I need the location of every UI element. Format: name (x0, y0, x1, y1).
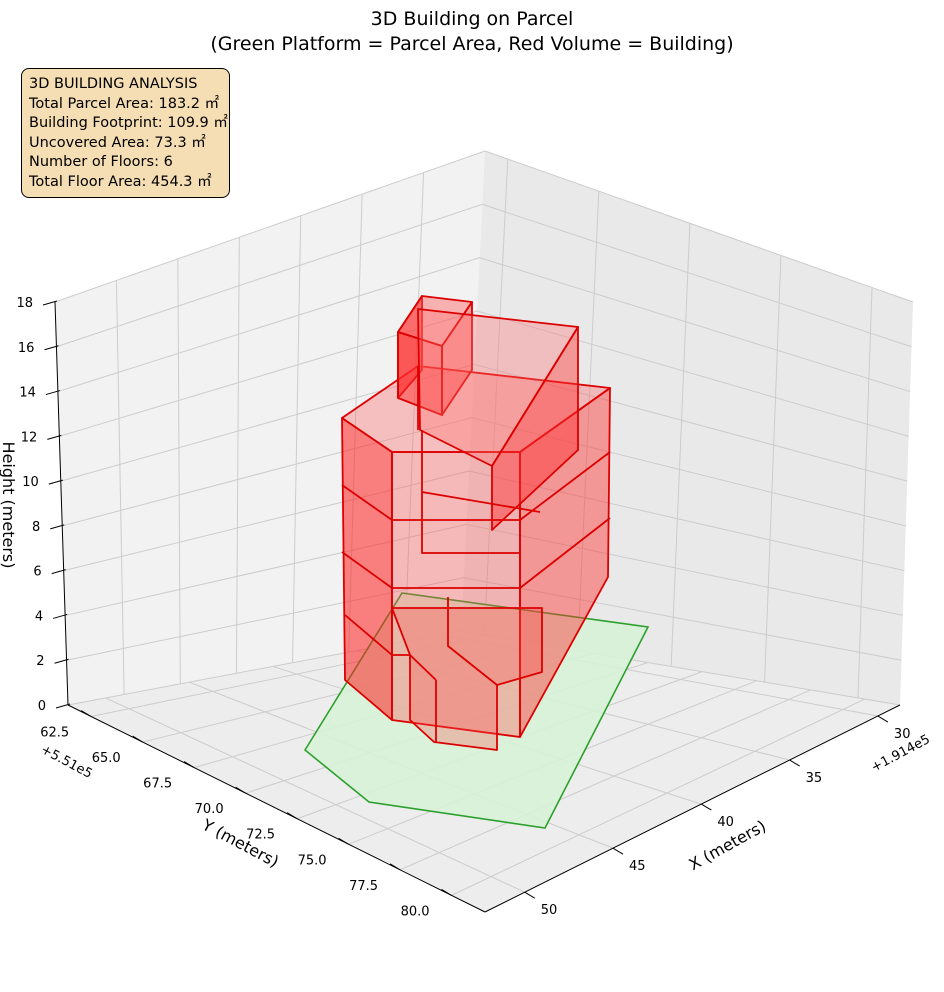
axis-line (54, 301, 69, 706)
x-tick-mark (789, 759, 800, 767)
z-grid-line (60, 363, 908, 482)
chart-subtitle: (Green Platform = Parcel Area, Red Volum… (210, 33, 733, 55)
x-grid-line (105, 697, 525, 893)
floor-line-2 (341, 517, 611, 589)
y-grid-line (451, 698, 865, 896)
info-box: 3D BUILDING ANALYSIS Total Parcel Area: … (21, 68, 230, 198)
back-grid-line (404, 172, 425, 642)
y-tick-label: 62.5 (40, 726, 69, 741)
z-tick-label: 0 (38, 699, 46, 714)
z-grid-line (59, 310, 909, 437)
x-wall-grid-line (764, 255, 782, 683)
y-tick-label: 80.0 (401, 904, 430, 919)
info-line-parcel-area: Total Parcel Area: 183.2 ㎡ (29, 95, 220, 112)
y-tick-label: 75.0 (298, 853, 327, 868)
x-tick-label: 35 (806, 771, 823, 786)
x-tick-mark (877, 715, 889, 723)
info-line-floor-area: Total Floor Area: 454.3 ㎡ (29, 173, 212, 190)
z-tick-label: 6 (33, 565, 41, 580)
info-line-footprint: Building Footprint: 109.9 ㎡ (29, 115, 228, 131)
x-tick-label: 50 (541, 903, 558, 918)
z-tick-label: 4 (35, 609, 43, 624)
back-grid-line (235, 237, 240, 674)
x-tick-label: 40 (717, 815, 734, 830)
building-volume (341, 295, 611, 751)
x-wall-grid-line (577, 191, 600, 651)
axis-line (484, 704, 901, 913)
axis-ticks: 0 2 4 6 8 10 12 14 16 18 62.5 65.0 67.5 70.0 72.5 75.0 7… (16, 296, 910, 919)
axis-line (67, 704, 486, 913)
z-grid-line (65, 523, 903, 616)
z-tick-label: 2 (36, 654, 44, 669)
z-grid-line (54, 150, 914, 303)
x-tick-mark (612, 847, 624, 855)
y-tick-label: 77.5 (349, 879, 378, 894)
axes-panes (55, 151, 913, 912)
info-line-uncovered: Uncovered Area: 73.3 ㎡ (29, 134, 206, 151)
y-tick-label: 70.0 (195, 802, 224, 817)
y-tick-label: 65.0 (92, 751, 121, 766)
z-tick-label: 10 (22, 475, 39, 490)
z-grid-line (63, 470, 905, 572)
back-pane-y (461, 151, 913, 705)
floor-line-4 (421, 430, 520, 554)
z-grid-line (66, 577, 902, 661)
lower-wing (391, 607, 543, 751)
floor-line-5 (421, 491, 541, 513)
chart-title: 3D Building on Parcel (371, 8, 574, 30)
y-tick-label: 67.5 (143, 777, 172, 792)
x-tick-mark (701, 803, 712, 811)
wing-right (491, 326, 579, 531)
tower-top (397, 295, 473, 347)
z-tick-label: 18 (16, 296, 33, 311)
y-offset-label: +5.51e5 (38, 742, 95, 782)
back-grid-line (177, 258, 181, 684)
x-tick-label: 45 (629, 859, 646, 874)
info-title: 3D BUILDING ANALYSIS (29, 76, 198, 92)
floor-line-3 (344, 614, 437, 681)
x-tick-label: 30 (894, 727, 911, 742)
y-tick-label: 72.5 (246, 828, 275, 843)
z-tick-mark (42, 300, 58, 306)
y-grid-line (399, 689, 811, 871)
z-tick-label: 8 (32, 520, 40, 535)
z-tick-label: 12 (21, 430, 38, 445)
floor-line-1 (341, 451, 611, 521)
y-axis-label: Y (meters) (198, 815, 282, 872)
z-tick-label: 14 (19, 386, 36, 401)
z-grid-line (57, 257, 911, 393)
x-wall-grid-line (670, 223, 691, 667)
info-line-floors: Number of Floors: 6 (29, 154, 173, 170)
back-grid-line (115, 280, 125, 695)
z-grid-line (56, 203, 912, 348)
x-wall-grid-line (483, 159, 509, 635)
x-tick-mark (524, 891, 535, 899)
z-grid-line (62, 417, 906, 527)
x-wall-grid-line (857, 287, 873, 698)
floor-line-6 (447, 597, 498, 686)
z-axis-label: Height (meters) (0, 442, 18, 569)
back-grid-line (292, 215, 302, 663)
z-tick-label: 16 (18, 341, 35, 356)
